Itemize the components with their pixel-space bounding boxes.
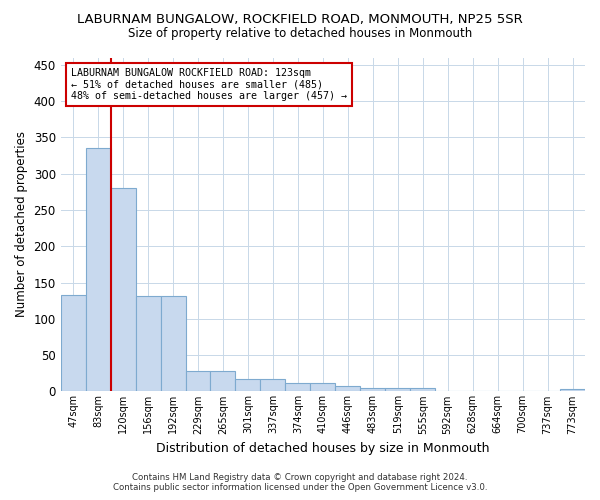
Bar bbox=[110, 188, 136, 392]
Bar bbox=[86, 148, 110, 392]
Bar bbox=[185, 371, 211, 392]
Bar bbox=[260, 379, 286, 392]
Bar bbox=[286, 384, 310, 392]
X-axis label: Distribution of detached houses by size in Monmouth: Distribution of detached houses by size … bbox=[156, 442, 490, 455]
Bar bbox=[385, 388, 410, 392]
Text: LABURNAM BUNGALOW, ROCKFIELD ROAD, MONMOUTH, NP25 5SR: LABURNAM BUNGALOW, ROCKFIELD ROAD, MONMO… bbox=[77, 12, 523, 26]
Bar bbox=[161, 296, 185, 392]
Bar bbox=[235, 379, 260, 392]
Bar bbox=[335, 386, 360, 392]
Bar bbox=[410, 388, 435, 392]
Text: Contains HM Land Registry data © Crown copyright and database right 2024.
Contai: Contains HM Land Registry data © Crown c… bbox=[113, 473, 487, 492]
Bar bbox=[310, 384, 335, 392]
Text: LABURNAM BUNGALOW ROCKFIELD ROAD: 123sqm
← 51% of detached houses are smaller (4: LABURNAM BUNGALOW ROCKFIELD ROAD: 123sqm… bbox=[71, 68, 347, 100]
Bar bbox=[61, 295, 86, 392]
Bar bbox=[360, 388, 385, 392]
Bar bbox=[136, 296, 161, 392]
Bar bbox=[560, 389, 585, 392]
Text: Size of property relative to detached houses in Monmouth: Size of property relative to detached ho… bbox=[128, 28, 472, 40]
Bar bbox=[211, 371, 235, 392]
Y-axis label: Number of detached properties: Number of detached properties bbox=[15, 132, 28, 318]
